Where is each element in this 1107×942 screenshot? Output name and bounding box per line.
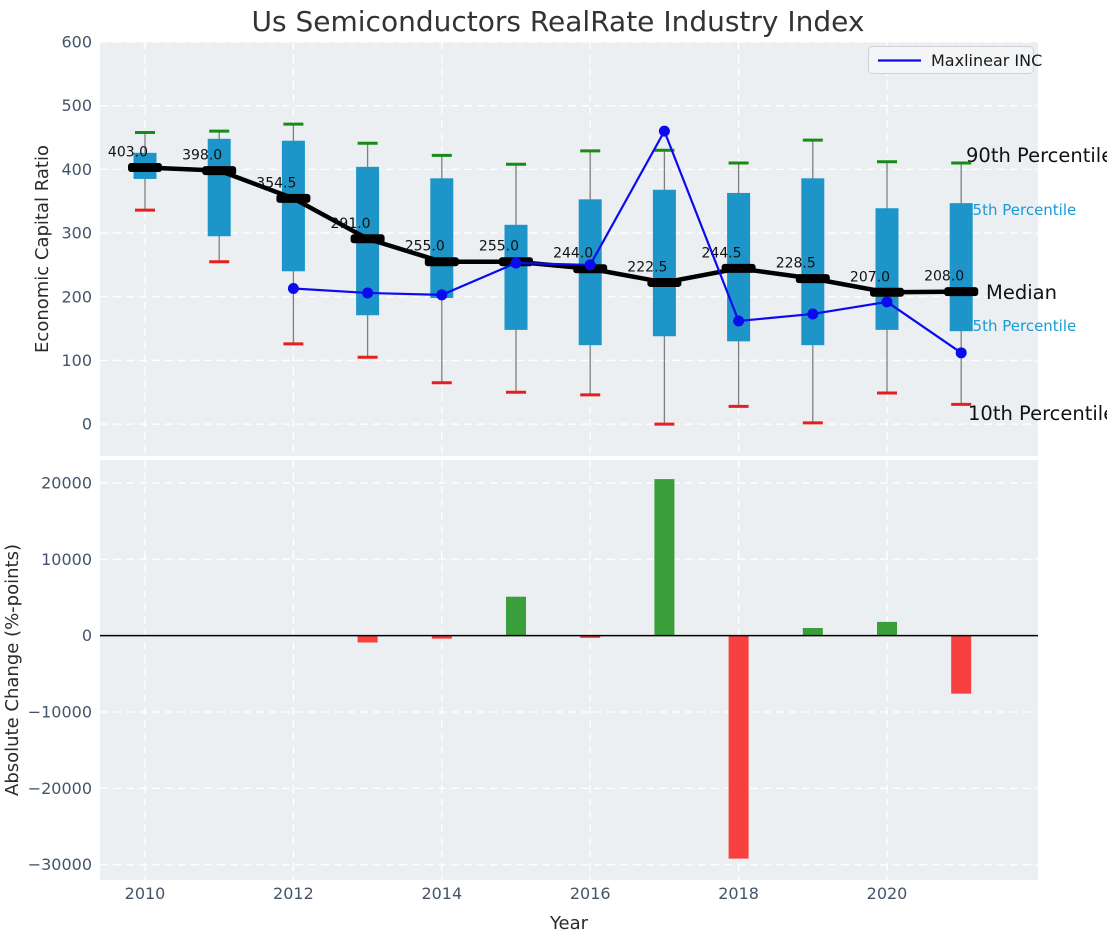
- median-marker-2017: [647, 277, 682, 287]
- top-ytick-400: 400: [61, 160, 92, 179]
- bottom-ytick--10000: −10000: [28, 703, 92, 722]
- maxlinear-point-2017: [658, 125, 670, 137]
- annotation-layer: 90th Percentile 75th Percentile Median 2…: [963, 144, 1107, 425]
- median-label-2021: 208.0: [924, 269, 964, 285]
- legend-box: [868, 46, 1034, 74]
- maxlinear-point-2018: [733, 315, 745, 327]
- bottom-ytick-20000: 20000: [41, 473, 92, 492]
- bar-2017: [654, 479, 675, 636]
- median-label-2010: 403.0: [108, 144, 148, 160]
- median-label-2019: 228.5: [776, 256, 816, 272]
- maxlinear-point-2016: [584, 259, 596, 271]
- bar-2016: [580, 635, 601, 638]
- median-label-2012: 354.5: [256, 175, 296, 191]
- chart-title: Us Semiconductors RealRate Industry Inde…: [252, 5, 865, 38]
- annotation-90th-percentile: 90th Percentile: [966, 144, 1107, 167]
- bar-2020: [877, 621, 897, 636]
- top-ytick-300: 300: [61, 224, 92, 243]
- x-axis-label: Year: [549, 913, 589, 934]
- box-2017: [652, 189, 676, 337]
- xtick-2016: 2016: [570, 884, 611, 903]
- median-marker-2011: [202, 166, 237, 176]
- median-label-2013: 291.0: [331, 216, 371, 232]
- xtick-2012: 2012: [273, 884, 314, 903]
- box-2011: [207, 138, 231, 237]
- maxlinear-point-2012: [287, 282, 299, 294]
- median-label-2020: 207.0: [850, 269, 890, 285]
- xtick-2014: 2014: [421, 884, 462, 903]
- median-marker-2014: [424, 257, 459, 267]
- median-label-2011: 398.0: [182, 148, 222, 164]
- bar-2015: [506, 596, 526, 636]
- top-ytick-100: 100: [61, 351, 92, 370]
- top-ytick-600: 600: [61, 33, 92, 52]
- box-2020: [875, 208, 899, 330]
- bottom-ytick--30000: −30000: [28, 855, 92, 874]
- median-label-2017: 222.5: [627, 259, 667, 275]
- maxlinear-point-2021: [955, 347, 967, 359]
- annotation-25th-percentile: 25th Percentile: [963, 317, 1076, 335]
- median-marker-2012: [276, 193, 311, 203]
- median-marker-2021: [944, 287, 979, 297]
- median-marker-2019: [795, 274, 830, 284]
- bar-2018: [728, 635, 749, 859]
- legend-label: Maxlinear INC: [931, 51, 1042, 70]
- bar-2021: [951, 635, 972, 694]
- box-2021: [949, 203, 973, 332]
- annotation-median: Median: [986, 281, 1057, 304]
- annotation-75th-percentile: 75th Percentile: [963, 201, 1076, 219]
- median-label-2018: 244.5: [702, 245, 742, 261]
- xtick-2020: 2020: [867, 884, 908, 903]
- xtick-2018: 2018: [718, 884, 759, 903]
- bar-2019: [802, 628, 823, 636]
- maxlinear-point-2020: [881, 296, 893, 308]
- top-ytick-0: 0: [82, 415, 92, 434]
- annotation-10th-percentile: 10th Percentile: [968, 402, 1107, 425]
- bottom-axes-background: [100, 460, 1038, 880]
- xtick-2010: 2010: [125, 884, 166, 903]
- box-2019: [801, 178, 825, 346]
- maxlinear-line: [293, 128, 962, 354]
- box-2015: [504, 224, 528, 330]
- bottom-ytick-0: 0: [82, 626, 92, 645]
- median-marker-2020: [870, 287, 904, 297]
- maxlinear-point-2014: [436, 289, 448, 301]
- box-2012: [281, 140, 305, 272]
- median-marker-2013: [350, 234, 385, 244]
- bottom-y-axis-label: Absolute Change (%-points): [2, 544, 23, 796]
- bar-2014: [431, 635, 452, 639]
- box-2014: [430, 178, 454, 299]
- median-label-2015: 255.0: [479, 239, 519, 255]
- bottom-ytick--20000: −20000: [28, 779, 92, 798]
- median-marker-2018: [721, 263, 756, 273]
- maxlinear-point-2013: [362, 287, 374, 299]
- maxlinear-point-2019: [807, 308, 819, 320]
- top-ytick-500: 500: [61, 96, 92, 115]
- top-ytick-200: 200: [61, 287, 92, 306]
- bar-2013: [357, 635, 378, 643]
- bottom-ytick-10000: 10000: [41, 550, 92, 569]
- median-marker-2010: [128, 162, 162, 172]
- top-y-axis-label: Economic Capital Ratio: [32, 145, 53, 353]
- legend: Maxlinear INC: [868, 46, 1042, 74]
- data-layer: 403.0 398.0 354.5 291.0 255.0 255.0 244.0 222.5…: [100, 122, 1038, 859]
- median-label-2014: 255.0: [405, 239, 445, 255]
- median-label-2016: 244.0: [553, 246, 593, 262]
- maxlinear-point-2015: [510, 257, 522, 269]
